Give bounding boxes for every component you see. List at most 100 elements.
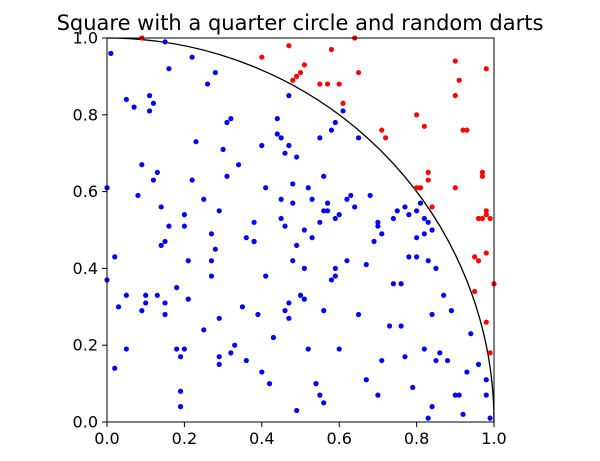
scatter-point: [181, 223, 187, 229]
scatter-point: [379, 357, 385, 364]
x-axis: 0.0 0.2 0.4 0.6 0.8 1.0: [94, 422, 507, 448]
quarter-circle-arc: [106, 37, 495, 423]
scatter-point: [398, 323, 404, 329]
scatter-point: [216, 315, 222, 321]
scatter-point: [259, 54, 265, 60]
scatter-point: [406, 254, 412, 260]
scatter-point: [433, 265, 439, 271]
scatter-point: [282, 223, 288, 229]
scatter-point: [224, 119, 230, 126]
scatter-point: [255, 311, 261, 318]
y-tick-label: 0.2: [73, 336, 98, 355]
scatter-point: [150, 177, 157, 183]
scatter-point: [228, 116, 234, 122]
scatter-point: [371, 238, 377, 245]
scatter-point: [112, 254, 118, 260]
scatter-point: [166, 223, 172, 229]
scatter-point: [286, 142, 292, 149]
scatter-point: [174, 346, 180, 352]
scatter-point: [263, 273, 269, 279]
scatter-point: [414, 208, 420, 214]
scatter-point: [328, 127, 335, 133]
scatter-point: [425, 177, 431, 183]
scatter-point: [297, 292, 304, 298]
scatter-point: [414, 254, 420, 260]
plot-area: [104, 35, 497, 423]
scatter-point: [162, 39, 168, 45]
scatter-point: [162, 300, 168, 306]
scatter-point: [301, 227, 307, 233]
scatter-point: [286, 315, 292, 321]
scatter-point: [235, 162, 242, 168]
scatter-point: [487, 215, 493, 222]
scatter-point: [185, 296, 191, 302]
scatter-point: [332, 273, 338, 279]
scatter-point: [421, 346, 427, 352]
scatter-point: [251, 238, 257, 245]
scatter-point: [483, 208, 489, 214]
scatter-point: [135, 192, 141, 199]
scatter-point: [452, 58, 458, 64]
scatter-point: [375, 392, 381, 398]
y-tick-label: 0.8: [73, 105, 98, 124]
scatter-point: [301, 265, 307, 271]
scatter-point: [143, 300, 149, 306]
scatter-point: [429, 311, 435, 318]
scatter-point: [317, 135, 323, 141]
scatter-point: [216, 354, 222, 360]
scatter-point: [146, 108, 153, 114]
scatter-point: [321, 400, 327, 406]
scatter-point: [309, 235, 315, 241]
axes-frame: [106, 37, 495, 423]
scatter-point: [228, 350, 234, 356]
scatter-point: [479, 215, 485, 222]
scatter-point: [464, 369, 470, 375]
scatter-point: [410, 384, 416, 391]
scatter-point: [212, 69, 218, 76]
scatter-point: [259, 369, 265, 375]
scatter-point: [321, 308, 327, 314]
scatter-point: [123, 346, 129, 352]
scatter-point: [433, 357, 439, 364]
scatter-point: [321, 208, 327, 214]
scatter-point: [301, 296, 307, 302]
scatter-point: [212, 246, 218, 252]
scatter-point: [131, 104, 137, 110]
scatter-point: [456, 392, 462, 398]
scatter-point: [406, 212, 412, 218]
scatter-point: [282, 150, 288, 156]
scatter-point: [332, 265, 338, 271]
scatter-point: [340, 100, 346, 106]
scatter-point: [464, 127, 470, 133]
scatter-point: [177, 404, 184, 410]
scatter-point: [154, 169, 160, 175]
scatter-point: [243, 235, 249, 241]
scatter-point: [398, 281, 404, 287]
x-tick-label: 0.2: [172, 429, 197, 448]
scatter-point: [174, 285, 180, 291]
scatter-point: [208, 273, 215, 279]
scatter-point: [185, 258, 191, 264]
scatter-point: [402, 354, 408, 360]
scatter-point: [290, 181, 296, 187]
scatter-point: [324, 81, 331, 87]
scatter-point: [479, 169, 485, 175]
scatter-point: [112, 365, 118, 371]
scatter-point: [367, 192, 373, 199]
scatter-point: [189, 54, 195, 60]
scatter-point: [332, 119, 338, 126]
series-1: [139, 35, 497, 356]
scatter-point: [429, 227, 435, 233]
scatter-point: [305, 185, 311, 191]
scatter-point: [123, 96, 129, 103]
scatter-point: [321, 173, 327, 179]
scatter-point: [475, 361, 482, 367]
scatter-point: [390, 281, 396, 287]
scatter-point: [437, 350, 443, 356]
scatter-point: [297, 69, 304, 76]
scatter-point: [475, 215, 482, 222]
scatter-point: [421, 231, 427, 237]
scatter-point: [425, 415, 431, 421]
scatter-point: [483, 392, 489, 398]
scatter-point: [421, 123, 427, 129]
